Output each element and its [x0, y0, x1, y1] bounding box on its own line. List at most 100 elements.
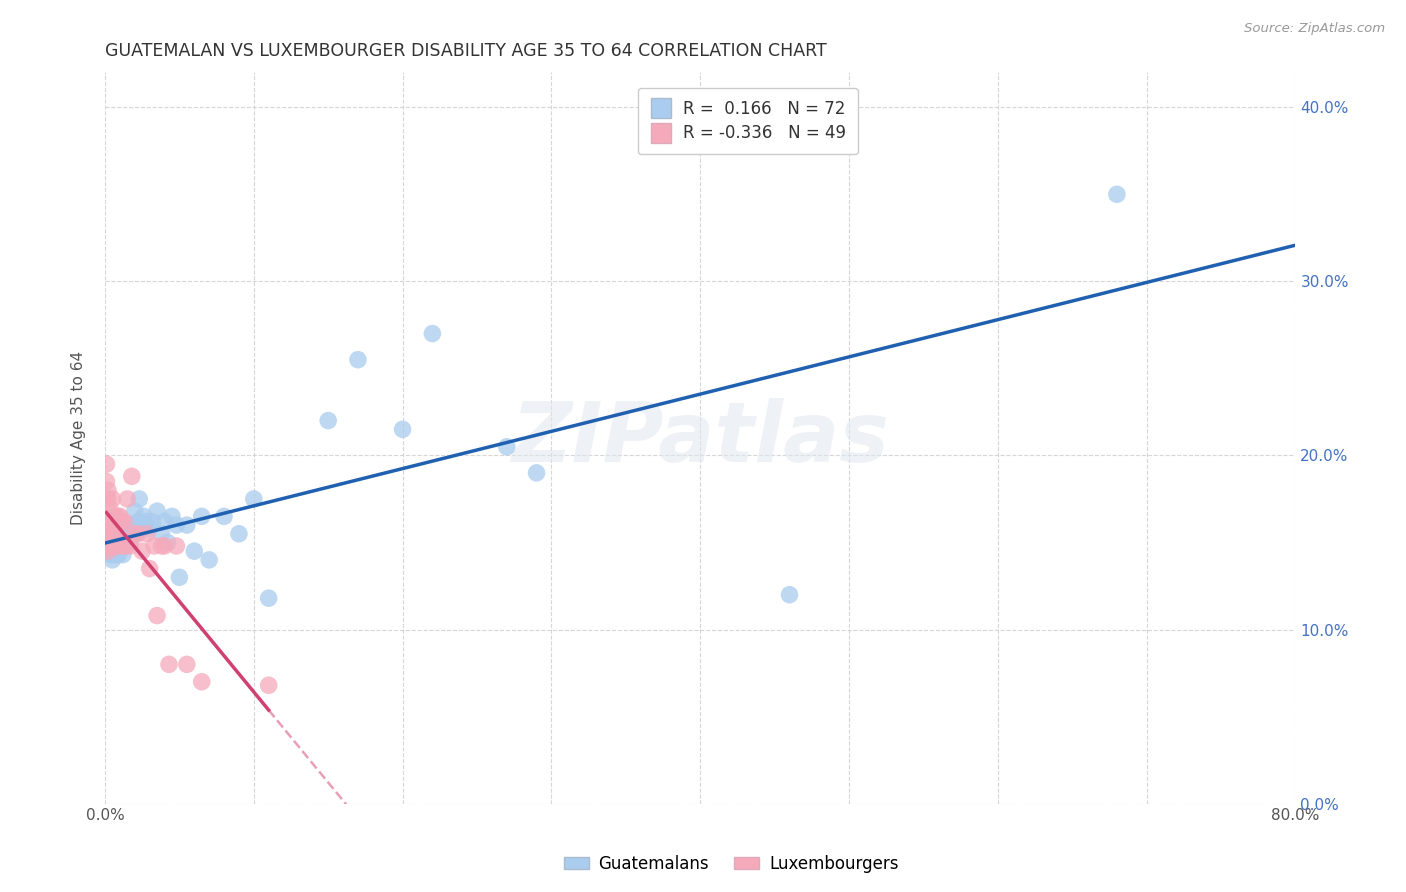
Point: [120, 535, 142, 549]
Point: [103, 526, 125, 541]
Point: [135, 515, 157, 529]
Point: [176, 657, 198, 672]
Point: [1105, 187, 1128, 202]
Point: [111, 539, 134, 553]
Point: [96, 539, 118, 553]
Point: [101, 526, 124, 541]
Point: [103, 539, 125, 553]
Point: [128, 491, 150, 506]
Point: [190, 674, 212, 689]
Point: [104, 526, 127, 541]
Text: Source: ZipAtlas.com: Source: ZipAtlas.com: [1244, 22, 1385, 36]
Point: [157, 657, 180, 672]
Point: [112, 522, 135, 536]
Point: [124, 504, 146, 518]
Point: [96, 475, 118, 489]
Point: [98, 539, 121, 553]
Point: [165, 539, 187, 553]
Text: ZIPatlas: ZIPatlas: [512, 398, 889, 478]
Point: [97, 526, 120, 541]
Point: [153, 515, 176, 529]
Point: [228, 526, 250, 541]
Point: [104, 526, 127, 541]
Point: [183, 544, 205, 558]
Y-axis label: Disability Age 35 to 64: Disability Age 35 to 64: [72, 351, 86, 525]
Point: [120, 539, 142, 553]
Point: [96, 457, 118, 471]
Point: [118, 526, 141, 541]
Point: [101, 515, 124, 529]
Point: [347, 352, 370, 367]
Point: [156, 535, 179, 549]
Point: [150, 526, 173, 541]
Point: [135, 526, 157, 541]
Point: [98, 539, 121, 553]
Point: [96, 509, 118, 524]
Point: [101, 553, 124, 567]
Point: [108, 509, 131, 524]
Point: [257, 591, 280, 606]
Point: [98, 518, 121, 533]
Point: [176, 518, 198, 533]
Point: [117, 522, 139, 536]
Point: [169, 570, 191, 584]
Point: [108, 535, 131, 549]
Point: [122, 518, 145, 533]
Point: [105, 548, 128, 562]
Point: [127, 526, 149, 541]
Point: [124, 526, 146, 541]
Point: [138, 561, 160, 575]
Point: [97, 483, 120, 498]
Point: [190, 509, 212, 524]
Point: [422, 326, 444, 341]
Point: [114, 539, 136, 553]
Point: [125, 526, 148, 541]
Point: [101, 491, 124, 506]
Point: [127, 515, 149, 529]
Point: [100, 526, 122, 541]
Point: [779, 588, 801, 602]
Legend: R =  0.166   N = 72, R = -0.336   N = 49: R = 0.166 N = 72, R = -0.336 N = 49: [638, 88, 858, 154]
Point: [143, 539, 166, 553]
Point: [112, 535, 135, 549]
Point: [110, 539, 132, 553]
Point: [104, 509, 127, 524]
Legend: Guatemalans, Luxembourgers: Guatemalans, Luxembourgers: [557, 848, 905, 880]
Point: [316, 414, 339, 428]
Point: [101, 539, 124, 553]
Point: [103, 522, 125, 536]
Point: [108, 544, 131, 558]
Point: [104, 535, 127, 549]
Point: [97, 491, 120, 506]
Point: [100, 526, 122, 541]
Point: [103, 535, 125, 549]
Point: [100, 515, 122, 529]
Point: [121, 469, 143, 483]
Point: [243, 491, 266, 506]
Point: [150, 539, 173, 553]
Point: [97, 532, 120, 546]
Point: [107, 548, 129, 562]
Point: [107, 526, 129, 541]
Point: [121, 526, 143, 541]
Point: [107, 509, 129, 524]
Point: [104, 539, 127, 553]
Point: [131, 544, 153, 558]
Point: [98, 526, 121, 541]
Point: [146, 504, 169, 518]
Point: [146, 608, 169, 623]
Point: [111, 532, 134, 546]
Point: [100, 544, 122, 558]
Point: [107, 539, 129, 553]
Point: [198, 553, 221, 567]
Point: [103, 509, 125, 524]
Point: [103, 548, 125, 562]
Point: [131, 518, 153, 533]
Point: [117, 532, 139, 546]
Point: [153, 539, 176, 553]
Point: [98, 532, 121, 546]
Point: [495, 440, 517, 454]
Point: [100, 539, 122, 553]
Point: [112, 515, 135, 529]
Point: [104, 544, 127, 558]
